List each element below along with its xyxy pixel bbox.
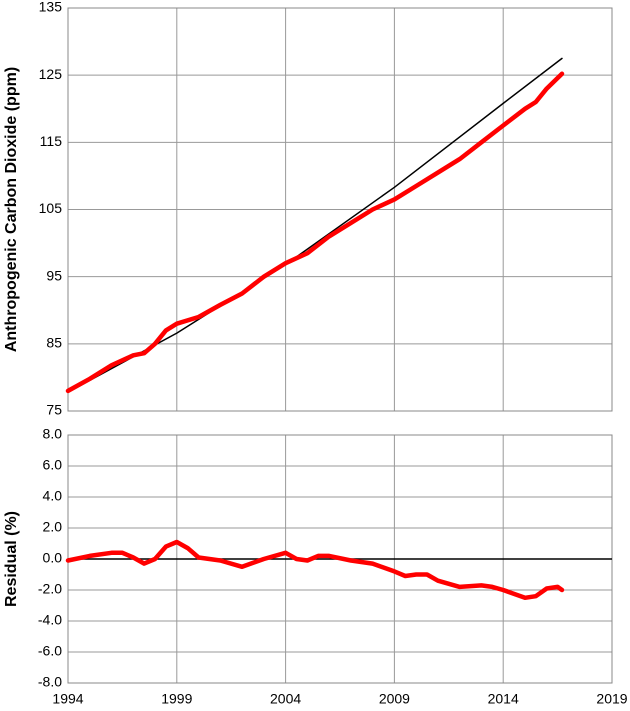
x-tick-label: 2014 [488, 691, 519, 707]
y-tick-label: 95 [46, 267, 62, 283]
y-tick-label: 8.0 [43, 426, 63, 442]
y-tick-label: 6.0 [43, 457, 63, 473]
y-tick-label: 105 [39, 200, 63, 216]
y-tick-label: 75 [46, 402, 62, 418]
y-tick-label: 4.0 [43, 488, 63, 504]
y-axis-title: Residual (%) [3, 511, 20, 607]
y-tick-label: 115 [40, 133, 63, 149]
data-line [67, 57, 563, 393]
y-tick-label: -2.0 [38, 581, 62, 597]
x-tick-label: 2009 [379, 691, 410, 707]
y-tick-label: 2.0 [43, 519, 63, 535]
y-tick-label: -6.0 [38, 643, 62, 659]
plot-border [67, 7, 613, 412]
y-tick-label: 135 [39, 0, 63, 15]
y-tick-label: 125 [39, 66, 63, 82]
y-axis-title: Anthropogenic Carbon Dioxide (ppm) [3, 67, 20, 352]
x-tick-label: 1999 [161, 691, 192, 707]
data-line [65, 71, 565, 394]
data-line [65, 539, 565, 601]
x-tick-label: 1994 [52, 691, 83, 707]
x-tick-label: 2004 [270, 691, 301, 707]
y-tick-label: 0.0 [43, 550, 63, 566]
y-tick-label: -8.0 [38, 674, 62, 690]
x-tick-label: 2019 [596, 691, 627, 707]
y-tick-label: -4.0 [38, 612, 62, 628]
y-tick-label: 85 [46, 335, 62, 351]
